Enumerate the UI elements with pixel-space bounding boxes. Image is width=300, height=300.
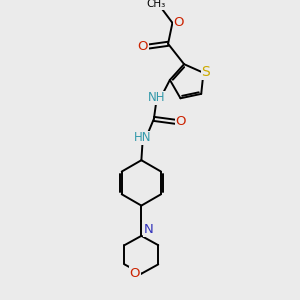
Text: HN: HN <box>134 131 152 144</box>
Text: O: O <box>137 40 148 53</box>
Text: O: O <box>176 115 186 128</box>
Text: O: O <box>174 16 184 29</box>
Text: N: N <box>144 223 154 236</box>
Text: CH₃: CH₃ <box>147 0 166 9</box>
Text: NH: NH <box>148 92 166 104</box>
Text: S: S <box>201 65 210 79</box>
Text: O: O <box>130 267 140 280</box>
